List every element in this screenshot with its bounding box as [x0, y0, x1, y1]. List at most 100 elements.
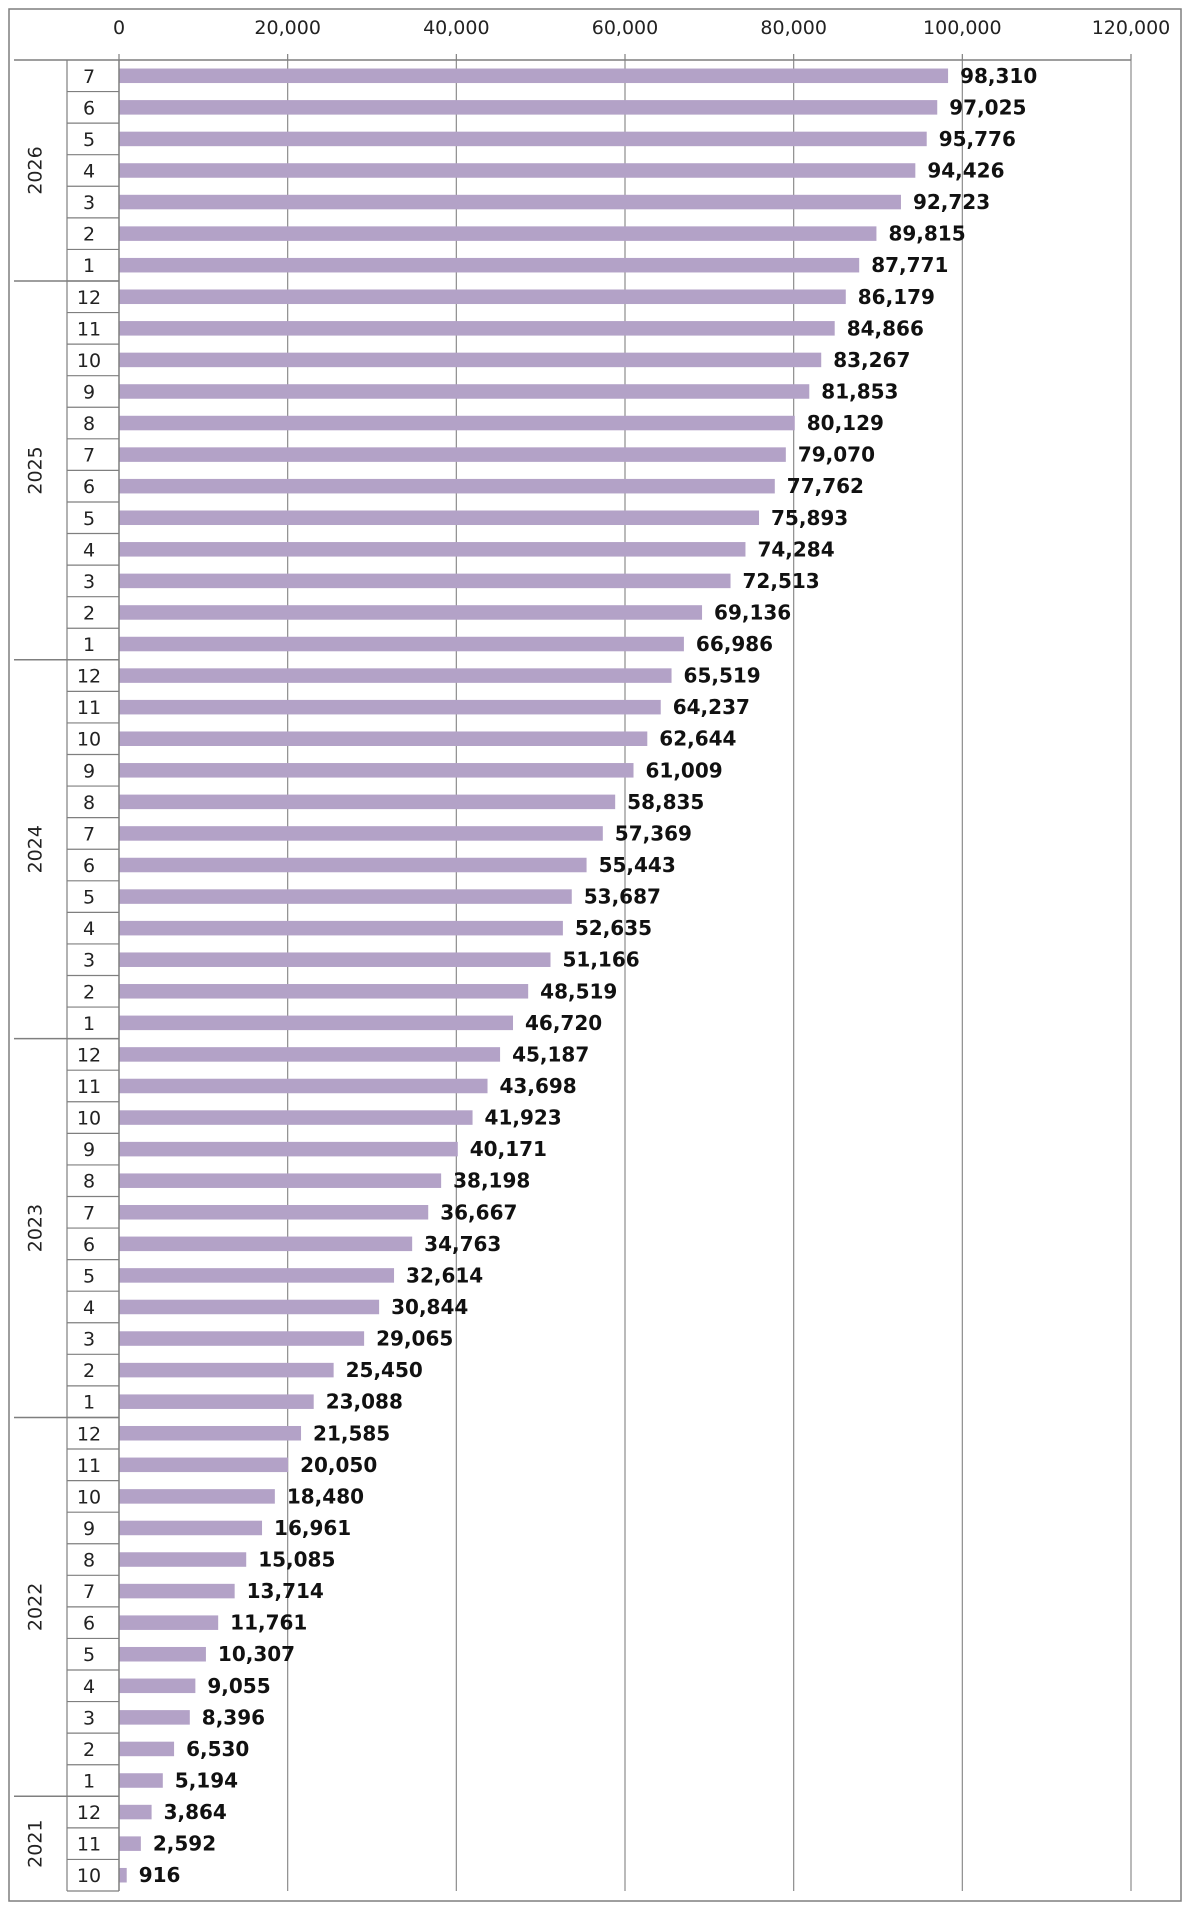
bar: [119, 1489, 275, 1504]
data-label: 32,614: [406, 1263, 483, 1287]
month-label: 2: [83, 224, 95, 246]
bar: [119, 952, 551, 967]
month-label: 6: [83, 476, 95, 498]
x-tick-label: 80,000: [760, 17, 826, 39]
month-label: 2: [83, 602, 95, 624]
data-label: 21,585: [313, 1421, 390, 1445]
data-label: 66,986: [696, 632, 773, 656]
month-label: 1: [83, 1771, 95, 1793]
bar: [119, 542, 746, 557]
month-label: 6: [83, 1613, 95, 1635]
bar: [119, 1173, 442, 1188]
bar: [119, 1331, 365, 1346]
category-axis: 7654321121110987654321121110987654321121…: [14, 60, 120, 1892]
month-label: 5: [83, 1265, 95, 1287]
year-label: 2024: [25, 825, 47, 873]
data-label: 25,450: [346, 1358, 423, 1382]
month-label: 5: [83, 887, 95, 909]
year-label: 2026: [25, 146, 47, 194]
month-label: 4: [83, 160, 95, 182]
month-label: 10: [77, 729, 101, 751]
bar: [119, 384, 810, 399]
bar: [119, 794, 616, 810]
month-label: 4: [83, 918, 95, 940]
data-label: 11,761: [230, 1611, 307, 1635]
data-label: 57,369: [615, 821, 692, 845]
month-label: 11: [77, 1834, 101, 1856]
data-label: 94,426: [927, 158, 1004, 182]
chart-frame: [8, 8, 1182, 1902]
data-label: 97,025: [949, 95, 1026, 119]
bar: [119, 1047, 501, 1062]
data-label: 15,085: [258, 1548, 335, 1572]
bar: [119, 605, 703, 620]
month-label: 5: [83, 129, 95, 151]
bar: [119, 1236, 413, 1252]
data-label: 65,519: [684, 664, 761, 688]
month-label: 5: [83, 508, 95, 530]
bar: [119, 1552, 247, 1567]
month-label: 7: [83, 1581, 95, 1603]
month-label: 8: [83, 1550, 95, 1572]
month-label: 12: [77, 1044, 101, 1066]
bar: [119, 1710, 190, 1725]
month-label: 1: [83, 1013, 95, 1035]
data-label: 61,009: [646, 758, 723, 782]
month-label: 12: [77, 666, 101, 688]
bar: [119, 668, 672, 683]
bar: [119, 1741, 175, 1757]
data-label: 18,480: [287, 1484, 364, 1508]
month-label: 9: [83, 381, 95, 403]
data-label: 95,776: [939, 127, 1016, 151]
x-tick-label: 120,000: [1092, 17, 1171, 39]
bar: [119, 1205, 429, 1220]
bar: [119, 1299, 380, 1315]
data-label: 92,723: [913, 190, 990, 214]
bar: [119, 1110, 473, 1125]
month-label: 10: [77, 350, 101, 372]
bar: [119, 731, 648, 746]
data-label: 74,284: [757, 537, 834, 561]
bar: [119, 1646, 206, 1662]
data-label: 5,194: [175, 1769, 238, 1793]
month-label: 10: [77, 1108, 101, 1130]
data-label: 79,070: [798, 443, 875, 467]
data-label: 53,687: [584, 885, 661, 909]
bar: [119, 289, 846, 305]
bar: [119, 68, 949, 84]
data-label: 81,853: [821, 379, 898, 403]
data-label: 10,307: [218, 1642, 295, 1666]
data-label: 46,720: [525, 1011, 602, 1035]
bar: [119, 920, 563, 936]
data-label: 86,179: [858, 285, 935, 309]
month-label: 1: [83, 634, 95, 656]
month-label: 12: [77, 1423, 101, 1445]
month-label: 11: [77, 318, 101, 340]
data-label: 23,088: [326, 1390, 403, 1414]
x-tick-label: 20,000: [254, 17, 320, 39]
bar: [119, 226, 877, 241]
data-label: 20,050: [300, 1453, 377, 1477]
bar: [119, 826, 603, 841]
bar: [119, 636, 684, 652]
bar: [119, 415, 795, 431]
bar: [119, 1867, 127, 1883]
bar: [119, 573, 731, 589]
bar: [119, 1678, 196, 1694]
month-label: 8: [83, 792, 95, 814]
data-label: 83,267: [833, 348, 910, 372]
data-label: 13,714: [247, 1579, 324, 1603]
data-label: 2,592: [153, 1832, 216, 1856]
bar: [119, 699, 661, 715]
data-label: 89,815: [888, 222, 965, 246]
x-tick-label: 40,000: [423, 17, 489, 39]
data-label: 98,310: [960, 64, 1037, 88]
month-label: 4: [83, 1297, 95, 1319]
data-label: 48,519: [540, 979, 617, 1003]
bar: [119, 1773, 163, 1788]
year-label: 2025: [25, 446, 47, 494]
month-label: 9: [83, 1139, 95, 1161]
month-label: 12: [77, 287, 101, 309]
x-tick-label: 100,000: [923, 17, 1002, 39]
